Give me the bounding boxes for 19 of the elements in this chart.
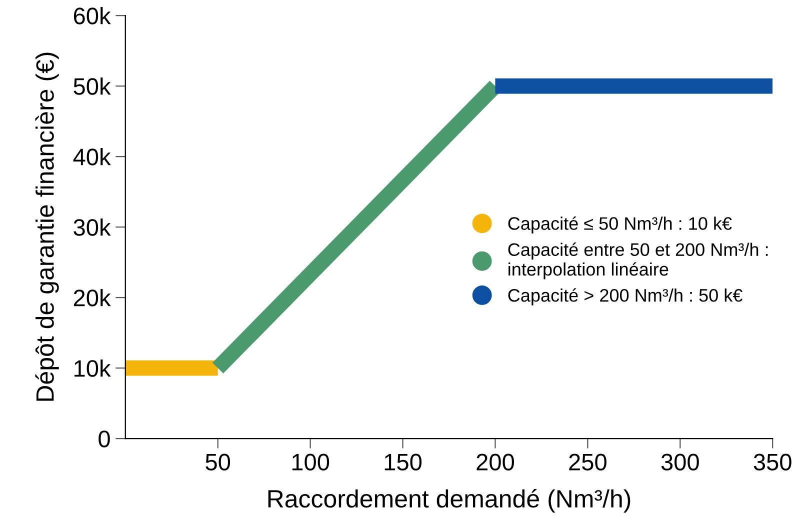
legend-label: Capacité ≤ 50 Nm³/h : 10 k€ (508, 216, 732, 234)
y-tick-label: 0 (98, 430, 110, 448)
x-tick-label: 150 (384, 454, 422, 470)
y-tick-label: 20k (74, 289, 111, 306)
y-tick-label: 60k (74, 7, 111, 24)
y-axis-title: Dépôt de garantie financière (€) (35, 52, 59, 401)
x-tick-label: 100 (292, 454, 330, 470)
x-tick-label: 300 (661, 454, 699, 470)
x-axis-title: Raccordement demandé (Nm³/h) (268, 489, 630, 513)
y-tick-label: 30k (74, 218, 111, 236)
y-tick-label: 10k (74, 360, 111, 377)
y-tick-label: 50k (74, 78, 111, 95)
x-tick-label: 250 (569, 454, 606, 470)
x-tick-label: 350 (754, 454, 792, 470)
x-tick-label: 50 (206, 454, 230, 470)
x-tick-label: 200 (476, 454, 514, 470)
y-tick-label: 40k (73, 148, 111, 166)
legend-label: Capacité > 200 Nm³/h : 50 k€ (508, 288, 742, 306)
legend-label: Capacité entre 50 et 200 Nm³/h : interpolation linéaire (508, 242, 768, 280)
